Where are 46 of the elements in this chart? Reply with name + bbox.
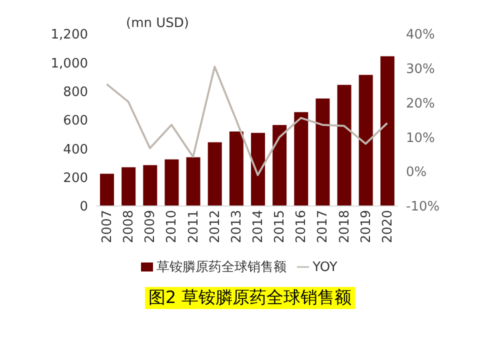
text: (mn USD) [126, 16, 189, 31]
line-series [106, 66, 388, 176]
x-tick-label: 2010 [164, 210, 180, 244]
y-tick-label: 200 [63, 170, 88, 186]
y2-tick-label: 20% [406, 96, 435, 112]
bar [380, 56, 394, 206]
x-tick-label: 2020 [380, 210, 396, 244]
x-tick-label: 2009 [143, 210, 158, 244]
x-tick-label: 2013 [229, 210, 244, 244]
bar [122, 167, 136, 206]
y2-tick-label: 0% [406, 165, 427, 180]
x-tick-label: 2014 [251, 210, 266, 244]
bar [316, 98, 330, 206]
bar [337, 84, 352, 206]
x-tick-label: 2015 [272, 210, 288, 244]
y2-tick-label: 30% [406, 62, 435, 78]
x-tick-label: 2017 [316, 210, 331, 244]
legend-label: 草铵膦原药全球销售额 [156, 260, 287, 275]
text: 图2 草铵膦原药全球销售额 [145, 287, 355, 309]
bar [294, 112, 308, 206]
bar [229, 131, 244, 206]
x-tick-label: 2007 [100, 210, 116, 244]
x-tick-label: 2019 [358, 210, 374, 244]
bar [164, 159, 179, 206]
y-tick-label: 1,200 [50, 28, 88, 43]
y2-tick-label: 40% [406, 28, 435, 43]
y-tick-label: 0 [80, 200, 88, 215]
x-tick-label: 2016 [294, 210, 310, 244]
y-tick-label: 600 [63, 114, 88, 129]
y-tick-label: 400 [63, 142, 88, 158]
bar [251, 132, 265, 206]
x-tick-label: 2008 [122, 210, 137, 244]
y2-tick-label: 10% [406, 130, 435, 146]
bar [358, 74, 373, 206]
bar [100, 174, 114, 206]
x-tick-label: 2012 [208, 210, 223, 244]
x-tick-label: 2011 [186, 210, 202, 244]
bar [272, 125, 287, 206]
bar [208, 142, 222, 206]
y-tick-label: 800 [63, 84, 88, 100]
x-tick-label: 2018 [337, 210, 352, 244]
y-tick-label: 1,000 [50, 56, 88, 72]
y2-tick-label: -10% [406, 200, 440, 215]
legend-label: YOY [312, 260, 338, 275]
bar [186, 157, 200, 206]
bar [143, 165, 158, 206]
